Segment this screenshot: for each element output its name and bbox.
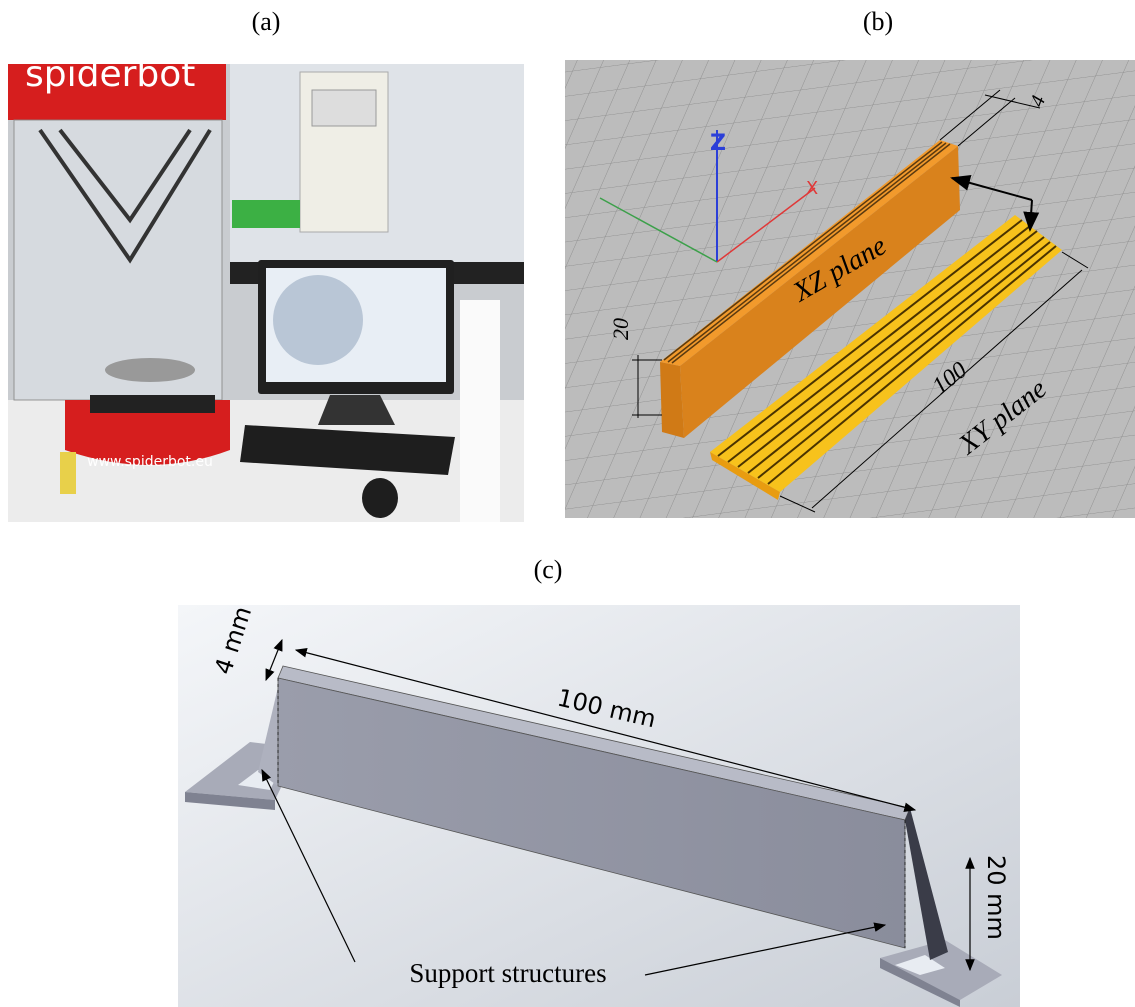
panel-label: (c) (534, 555, 563, 584)
annotation: Support structures (409, 958, 606, 988)
cad-c: 4 mm 100 mm 20 mm Support structures (178, 603, 1020, 1007)
brand-text: spiderbot (25, 54, 195, 95)
axis-label: Z (710, 131, 726, 156)
axis-label: X (806, 178, 818, 199)
dimension-label: 20 mm (982, 855, 1010, 940)
dimension-label: 20 (608, 318, 633, 340)
cad-b: Z X XZ plane XY plane 100 20 4 (565, 60, 1135, 518)
panel-label: (b) (863, 7, 893, 36)
url-text: www.spiderbot.eu (87, 454, 213, 470)
photo-a: spiderbot www.spiderbot.eu (8, 54, 524, 522)
panel-label: (a) (252, 7, 281, 36)
